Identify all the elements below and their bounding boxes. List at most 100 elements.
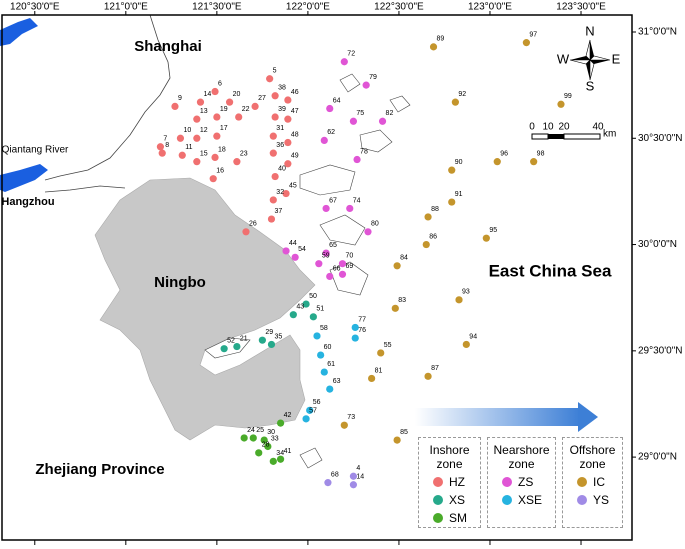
station [255, 449, 263, 457]
y-tick-label: 30°0'0"N [638, 239, 677, 250]
station-label: 26 [249, 221, 257, 228]
station-label: 86 [429, 233, 437, 240]
place-label: Hangzhou [1, 196, 54, 208]
station [156, 143, 165, 151]
x-tick-label: 120°30'0"E [10, 2, 60, 13]
place-label: East China Sea [489, 261, 612, 280]
station [326, 104, 334, 113]
station [235, 113, 243, 121]
station-label: 11 [185, 144, 192, 151]
station-label: 66 [333, 265, 341, 272]
station [326, 385, 334, 393]
station [557, 100, 565, 108]
station [178, 151, 186, 159]
station-label: 45 [289, 182, 297, 189]
station [313, 332, 321, 340]
station [158, 149, 166, 157]
station [249, 434, 257, 442]
station-label: 97 [529, 31, 537, 38]
island [319, 214, 366, 246]
legend-item: YS [577, 493, 622, 507]
map-frame [1, 14, 633, 541]
x-tick-label: 123°30'0"E [556, 2, 606, 13]
station [260, 436, 268, 444]
station-label: 80 [371, 221, 379, 228]
scale-label: 10 [542, 122, 554, 133]
station [271, 92, 279, 100]
island [389, 95, 411, 113]
station [349, 472, 358, 480]
station-label: 88 [431, 206, 439, 213]
x-tick-label: 123°0'0"E [468, 2, 512, 13]
station-label: 56 [313, 399, 321, 406]
station-label: 24 [247, 427, 255, 434]
station-label: 70 [345, 253, 353, 260]
station [282, 247, 290, 255]
station-label: 83 [398, 297, 406, 304]
station-label: 85 [400, 429, 408, 436]
station [193, 158, 201, 166]
station [448, 166, 456, 174]
station [269, 132, 277, 140]
legend-item: XS [433, 493, 480, 507]
station [264, 442, 272, 451]
station-label: 32 [276, 189, 284, 196]
station-label: 9 [178, 95, 182, 102]
station [378, 117, 387, 125]
station-label: 51 [316, 306, 324, 313]
station-label: 62 [327, 129, 335, 136]
legend-item: XSE [502, 493, 555, 507]
y-tick-label: 31°0'0"N [638, 27, 677, 38]
station-label: 98 [537, 151, 545, 158]
compass-label: N [585, 23, 594, 38]
station-label: 40 [278, 165, 286, 172]
station-label: 47 [291, 108, 299, 115]
legend-label: XSE [518, 493, 543, 507]
station [522, 39, 530, 47]
station-label: 50 [309, 293, 317, 300]
station [289, 311, 297, 319]
station-label: 64 [333, 97, 341, 104]
station [302, 415, 310, 423]
station-label: 92 [458, 91, 466, 98]
station-label: 34 [276, 450, 284, 457]
legend-marker [577, 477, 587, 487]
zone-title: Inshore zone [429, 443, 470, 471]
station [377, 349, 385, 357]
zhejiang-land [94, 177, 316, 441]
station-label: 69 [345, 263, 353, 270]
legend-marker [577, 495, 587, 505]
station [320, 368, 328, 376]
station-label: 61 [327, 361, 335, 368]
station [429, 43, 438, 51]
station [324, 479, 332, 487]
zone-title: Nearshore zone [493, 443, 550, 471]
station [424, 213, 432, 221]
island [329, 261, 369, 296]
station-label: 48 [291, 131, 299, 138]
station-label: 43 [296, 304, 304, 311]
station-label: 49 [291, 153, 299, 160]
station-label: 38 [278, 85, 286, 92]
station-label: 31 [276, 125, 284, 132]
station [322, 204, 330, 213]
station-label: 52 [227, 338, 235, 345]
scale-label: 0 [529, 122, 535, 133]
station-label: 57 [309, 408, 317, 415]
station-label: 96 [500, 151, 508, 158]
station [351, 323, 359, 332]
compass-label: S [586, 78, 595, 93]
station [211, 153, 219, 162]
station [482, 234, 490, 242]
station [349, 481, 358, 489]
legend-marker [502, 495, 512, 505]
station [269, 457, 277, 465]
station-label: 75 [356, 110, 364, 117]
station-label: 14 [356, 474, 364, 481]
station [213, 132, 221, 140]
scale-label: 20 [558, 122, 570, 133]
station-label: 30 [267, 429, 275, 436]
station-label: 79 [369, 74, 377, 81]
